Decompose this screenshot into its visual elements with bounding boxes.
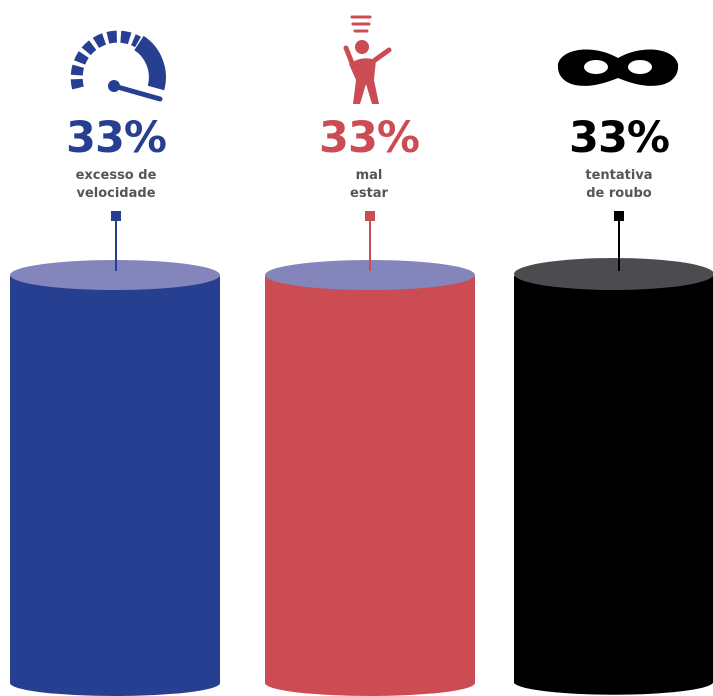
pin-head-3 <box>614 211 624 221</box>
series-column-1: 33% excesso de velocidade <box>10 30 220 696</box>
category-label-3-line-2: de roubo <box>586 186 652 201</box>
category-label-2-line-1: mal <box>356 168 383 183</box>
series-column-2: 33% mal estar <box>265 15 475 696</box>
category-label-1-line-1: excesso de <box>76 168 157 183</box>
mask-icon <box>557 49 679 86</box>
cylinder-top-3 <box>514 258 713 290</box>
cylinder-body-2 <box>265 276 475 696</box>
dizzy-person-icon <box>343 15 392 104</box>
cylinder-body-1 <box>10 276 220 696</box>
value-label-3: 33% <box>569 113 669 163</box>
series-column-3: 33% tentativa de roubo <box>514 49 713 695</box>
pin-head-2 <box>365 211 375 221</box>
cylinder-top-1 <box>10 260 220 290</box>
category-label-2-line-2: estar <box>350 186 389 201</box>
speedometer-icon <box>70 30 166 102</box>
category-label-3-line-1: tentativa <box>585 168 652 183</box>
category-label-1-line-2: velocidade <box>76 186 155 201</box>
value-label-2: 33% <box>319 113 419 163</box>
pin-head-1 <box>111 211 121 221</box>
value-label-1: 33% <box>66 113 166 163</box>
cylinder-top-2 <box>265 260 475 290</box>
cylinder-body-3 <box>514 276 713 695</box>
